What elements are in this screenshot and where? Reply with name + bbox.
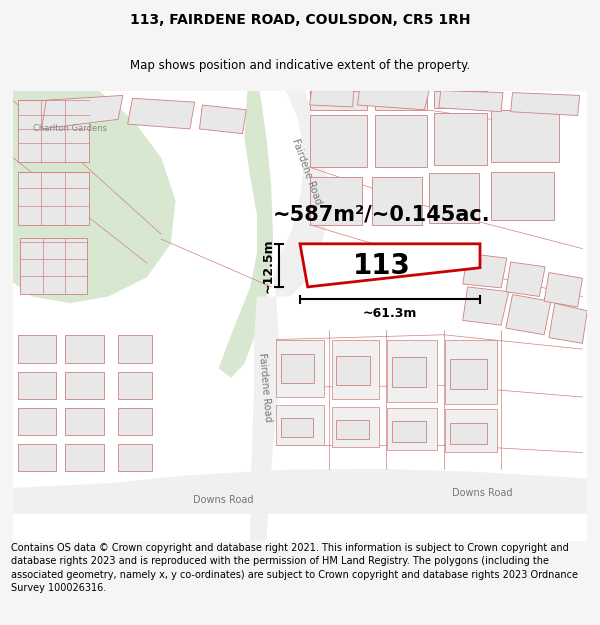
Polygon shape xyxy=(387,409,437,449)
Polygon shape xyxy=(65,372,104,399)
Polygon shape xyxy=(332,407,379,447)
Polygon shape xyxy=(374,114,427,168)
Polygon shape xyxy=(310,91,367,110)
Polygon shape xyxy=(506,262,545,296)
Polygon shape xyxy=(374,91,427,110)
Polygon shape xyxy=(439,91,503,112)
Text: Fairdene Road: Fairdene Road xyxy=(290,138,323,206)
Polygon shape xyxy=(118,409,152,435)
Polygon shape xyxy=(445,409,497,452)
Polygon shape xyxy=(17,409,56,435)
Text: ~587m²/~0.145ac.: ~587m²/~0.145ac. xyxy=(272,204,490,224)
Text: Downs Road: Downs Road xyxy=(193,496,254,506)
Polygon shape xyxy=(13,91,176,303)
Polygon shape xyxy=(392,421,427,442)
Polygon shape xyxy=(392,357,427,388)
Text: Map shows position and indicative extent of the property.: Map shows position and indicative extent… xyxy=(130,59,470,72)
Text: ~12.5m: ~12.5m xyxy=(261,238,274,292)
Polygon shape xyxy=(451,423,487,444)
Polygon shape xyxy=(445,339,497,404)
Polygon shape xyxy=(271,91,329,296)
Text: 113: 113 xyxy=(352,252,410,280)
Polygon shape xyxy=(281,418,313,437)
Text: ~61.3m: ~61.3m xyxy=(363,307,417,320)
Polygon shape xyxy=(337,420,369,439)
Polygon shape xyxy=(358,91,429,110)
Polygon shape xyxy=(429,173,479,222)
Text: Charlton Gardens: Charlton Gardens xyxy=(33,124,107,133)
Polygon shape xyxy=(13,469,587,514)
Polygon shape xyxy=(491,172,554,220)
Polygon shape xyxy=(372,177,422,224)
Polygon shape xyxy=(310,91,353,107)
Text: Contains OS data © Crown copyright and database right 2021. This information is : Contains OS data © Crown copyright and d… xyxy=(11,543,578,592)
Polygon shape xyxy=(434,112,487,165)
Polygon shape xyxy=(310,177,362,224)
Polygon shape xyxy=(17,335,56,364)
Polygon shape xyxy=(463,287,509,325)
Polygon shape xyxy=(491,110,559,162)
Polygon shape xyxy=(337,356,370,384)
Polygon shape xyxy=(434,91,487,108)
Text: Downs Road: Downs Road xyxy=(452,488,512,498)
Text: 113, FAIRDENE ROAD, COULSDON, CR5 1RH: 113, FAIRDENE ROAD, COULSDON, CR5 1RH xyxy=(130,13,470,27)
Polygon shape xyxy=(20,238,88,294)
Polygon shape xyxy=(276,339,324,397)
Polygon shape xyxy=(118,335,152,364)
Polygon shape xyxy=(17,444,56,471)
Polygon shape xyxy=(281,354,314,382)
Polygon shape xyxy=(310,114,367,168)
Polygon shape xyxy=(128,98,194,129)
Polygon shape xyxy=(118,444,152,471)
Polygon shape xyxy=(451,359,487,389)
Polygon shape xyxy=(41,96,123,129)
Polygon shape xyxy=(544,272,583,307)
Polygon shape xyxy=(506,294,551,335)
Polygon shape xyxy=(276,404,324,445)
Polygon shape xyxy=(17,372,56,399)
Polygon shape xyxy=(199,105,247,134)
Polygon shape xyxy=(65,444,104,471)
Polygon shape xyxy=(17,172,89,224)
Polygon shape xyxy=(511,92,580,116)
Polygon shape xyxy=(65,409,104,435)
Polygon shape xyxy=(387,339,437,402)
Polygon shape xyxy=(332,339,379,399)
Polygon shape xyxy=(300,244,480,287)
Polygon shape xyxy=(549,303,587,343)
Polygon shape xyxy=(17,100,89,162)
Text: Fairdene Road: Fairdene Road xyxy=(257,352,272,422)
Polygon shape xyxy=(463,253,507,288)
Polygon shape xyxy=(118,372,152,399)
Polygon shape xyxy=(218,91,273,378)
Polygon shape xyxy=(250,296,279,541)
Polygon shape xyxy=(65,335,104,364)
